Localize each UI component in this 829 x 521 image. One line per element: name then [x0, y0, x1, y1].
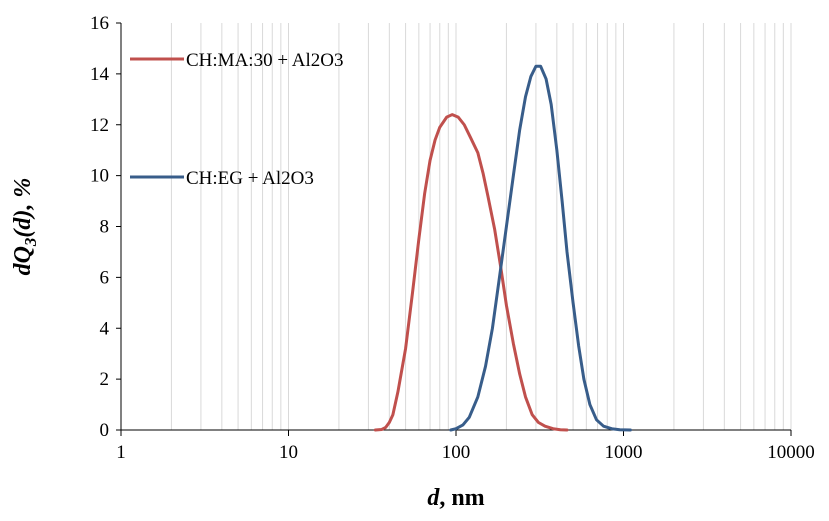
y-tick-label: 12: [90, 115, 109, 136]
series-line-2: [449, 64, 632, 432]
legend-label-1: CH:MA:30 + Al2O3: [186, 50, 343, 71]
x-axis-title-unit: , nm: [439, 485, 484, 511]
legend-label-2: CH:EG + Al2O3: [186, 168, 314, 189]
y-tick-label: 2: [100, 369, 110, 390]
axis-layer: 0 2 4 6 8 10 12 14 16 1 10 100 1000 10000: [90, 13, 815, 463]
x-tick-label: 100: [442, 442, 471, 463]
y-tick-label: 10: [90, 166, 109, 187]
axis-titles: d, nm dQ3(d), %: [10, 178, 485, 511]
y-axis-title-sub: 3: [21, 237, 40, 247]
y-tick-label: 8: [100, 217, 110, 238]
legend: CH:MA:30 + Al2O3 CH:EG + Al2O3: [130, 50, 343, 189]
grid-layer: [170, 23, 792, 430]
x-tick-label: 1: [116, 442, 126, 463]
series-line-1: [373, 113, 569, 432]
y-tick-label: 16: [90, 13, 109, 34]
y-tick-label: 6: [100, 267, 110, 288]
x-tick-label: 10: [279, 442, 298, 463]
series-layer: [373, 64, 632, 432]
y-tick-label: 4: [100, 318, 110, 339]
x-tick-label: 1000: [605, 442, 643, 463]
y-tick-label: 0: [100, 420, 110, 441]
y-axis-title: dQ3(d), %: [10, 178, 40, 276]
x-axis-title: d, nm: [427, 485, 484, 511]
y-axis-title-pre: dQ: [10, 246, 36, 275]
y-axis-title-post: (d), %: [10, 178, 36, 238]
x-tick-label: 10000: [767, 442, 815, 463]
x-axis-title-var: d: [427, 485, 440, 511]
y-tick-label: 14: [90, 64, 110, 85]
